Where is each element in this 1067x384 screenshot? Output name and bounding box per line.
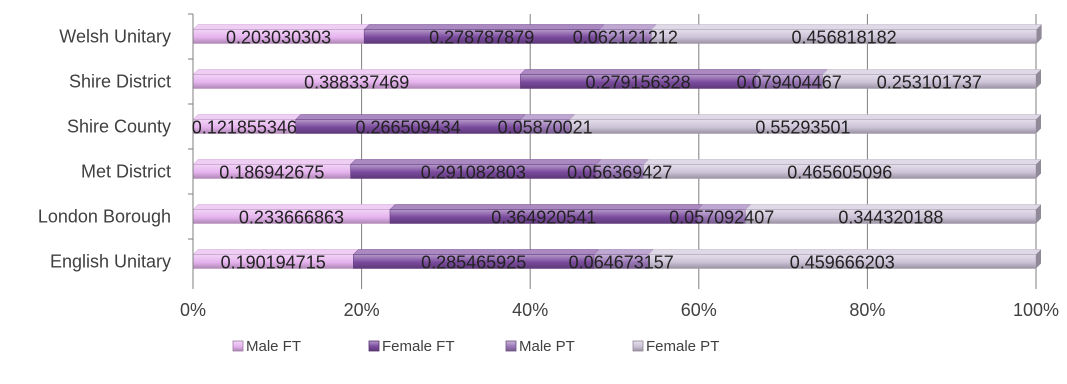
x-tick-label: 60% (681, 300, 717, 320)
axes: 0% 20% 40% 60% 80% 100% Welsh Unitary Shire Dis… (38, 13, 1059, 320)
data-label-male-pt-shire-district: 0.079404467 (737, 73, 842, 93)
legend-swatch-female-ft (368, 340, 380, 352)
data-label-male-pt-london-borough: 0.057092407 (669, 208, 774, 228)
legend-label-male-pt: Male PT (519, 338, 575, 355)
grid-lines (192, 14, 1037, 284)
x-tick-label: 0% (180, 300, 206, 320)
category-label-english-unitary: English Unitary (50, 252, 171, 272)
data-label-male-pt-english-unitary: 0.064673157 (569, 253, 674, 273)
data-label-female-pt-welsh-unitary: 0.456818182 (792, 28, 897, 48)
legend-label-female-ft: Female FT (382, 338, 455, 355)
data-labels: 0.203030303 0.278787879 0.062121212 0.45681… (192, 28, 982, 273)
data-label-female-ft-shire-district: 0.279156328 (585, 73, 690, 93)
legend-label-female-pt: Female PT (646, 338, 719, 355)
category-label-welsh-unitary: Welsh Unitary (59, 27, 171, 47)
category-label-london-borough: London Borough (38, 207, 171, 227)
x-tick-label: 40% (512, 300, 548, 320)
bars (192, 24, 1043, 269)
data-label-female-pt-london-borough: 0.344320188 (838, 208, 943, 228)
data-label-female-ft-welsh-unitary: 0.278787879 (429, 28, 534, 48)
data-label-male-ft-english-unitary: 0.190194715 (221, 253, 326, 273)
data-label-male-ft-london-borough: 0.233666863 (239, 208, 344, 228)
bar-end-shire-district (1036, 69, 1041, 89)
data-label-male-ft-met-district: 0.186942675 (219, 163, 324, 183)
bar-end-london-borough (1036, 204, 1041, 224)
category-label-shire-county: Shire County (67, 117, 171, 137)
data-label-male-ft-shire-county: 0.121855346 (192, 118, 297, 138)
legend-label-male-ft: Male FT (246, 338, 301, 355)
bar-end-shire-county (1036, 114, 1041, 134)
data-label-female-ft-english-unitary: 0.285465925 (421, 253, 526, 273)
data-label-female-ft-london-borough: 0.364920541 (491, 208, 596, 228)
data-label-female-ft-shire-county: 0.266509434 (356, 118, 461, 138)
data-label-female-pt-shire-county: 0.55293501 (755, 118, 850, 138)
x-tick-label: 20% (344, 300, 380, 320)
data-label-female-ft-met-district: 0.291082803 (421, 163, 526, 183)
category-label-met-district: Met District (81, 162, 171, 182)
bar-end-met-district (1036, 159, 1041, 179)
data-label-male-pt-met-district: 0.056369427 (567, 163, 672, 183)
data-label-male-pt-welsh-unitary: 0.062121212 (573, 28, 678, 48)
legend-swatch-female-pt (632, 340, 644, 352)
data-label-female-pt-english-unitary: 0.459666203 (790, 253, 895, 273)
legend-swatch-male-pt (505, 340, 517, 352)
data-label-male-ft-shire-district: 0.388337469 (304, 73, 409, 93)
bar-end-welsh-unitary (1036, 24, 1042, 44)
data-label-female-pt-shire-district: 0.253101737 (877, 73, 982, 93)
data-label-male-pt-shire-county: 0.05870021 (498, 118, 593, 138)
legend: Male FT Female FT Male PT Female PT (232, 338, 719, 355)
x-tick-label: 100% (1013, 300, 1059, 320)
data-label-male-ft-welsh-unitary: 0.203030303 (226, 28, 331, 48)
legend-swatch-male-ft (232, 340, 244, 352)
x-tick-label: 80% (849, 300, 885, 320)
bar-end-english-unitary (1036, 249, 1041, 269)
data-label-female-pt-met-district: 0.465605096 (787, 163, 892, 183)
category-label-shire-district: Shire District (69, 72, 171, 92)
